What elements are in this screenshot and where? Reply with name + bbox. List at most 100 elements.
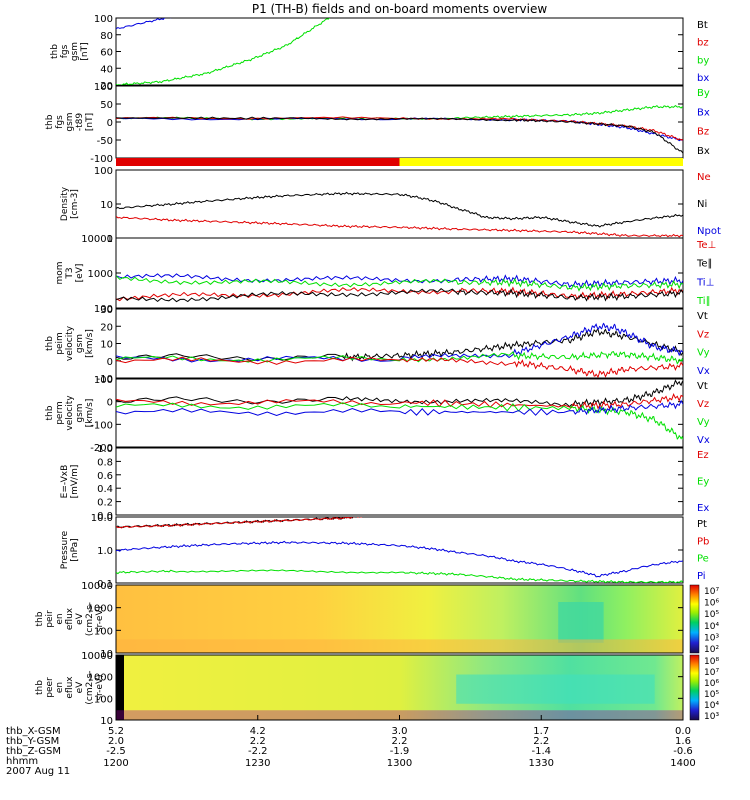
series-line-Ni <box>116 191 683 228</box>
colorbar-tick-label: 10⁶ <box>704 599 719 609</box>
y-axis-label: [km/s] <box>85 399 95 428</box>
y-axis-label: perm <box>55 401 65 425</box>
x-tick-label: 1330 <box>529 758 554 769</box>
panel-fgs-gsm-t89: 100 50 0 -50 -100 thb fgs gsm -t89 [nT] By Bx Bz Bx <box>45 82 710 165</box>
y-axis-label: eflux <box>65 607 75 630</box>
legend-label: Npot <box>697 226 721 237</box>
series-line-Pe <box>116 569 683 583</box>
colorbar-tick-label: 10⁷ <box>704 587 719 597</box>
legend-label: Ti⊥ <box>696 277 714 288</box>
spectrogram-feature <box>558 602 604 643</box>
panel-frame <box>115 378 684 448</box>
y-axis-label: Density <box>60 186 70 221</box>
x-row-value: 1.6 <box>675 736 691 747</box>
y-axis-label: [nT] <box>80 42 90 60</box>
y-tick-label: 20 <box>100 81 113 92</box>
y-axis-label: -t89 <box>75 113 85 132</box>
legend-label: Vx <box>697 435 710 446</box>
x-row-label: thb_Z-GSM <box>6 746 61 757</box>
legend-label: Vx <box>697 366 710 377</box>
series-line-Te∥ <box>116 288 683 303</box>
y-tick-label: 100 <box>94 166 113 177</box>
series-line-Vt <box>116 328 683 362</box>
legend-label: Ex <box>697 503 709 514</box>
series-line-Ti⊥ <box>116 273 683 289</box>
mode-bar-segment <box>116 158 400 166</box>
y-tick-label: 0 <box>107 118 113 129</box>
x-row-value: 2.2 <box>392 736 408 747</box>
legend-label: Te⊥ <box>696 240 716 251</box>
y-tick-label: 1000 <box>88 269 113 280</box>
panel-density: 100 10 1 Density [cm-3] Ne Ni Npot <box>60 166 721 245</box>
panel-mode-bar <box>116 158 683 166</box>
legend-label: Vy <box>697 348 710 359</box>
x-row-value: 4.2 <box>250 726 266 737</box>
y-tick-label: -100 <box>90 154 113 165</box>
x-row-value: 5.2 <box>108 726 124 737</box>
y-axis-label: E=-VxB <box>60 465 70 499</box>
y-axis-label: thb <box>50 44 60 59</box>
spectrogram-feature <box>456 674 655 704</box>
legend-label: Ti∥ <box>696 296 711 307</box>
panel-mom-t3: 10000 1000 100 mom T3 [eV] Te⊥ Te∥ Ti⊥ Ti∥ <box>55 234 716 315</box>
y-axis-label: [mV/m] <box>70 465 80 499</box>
legend-label: Vz <box>697 399 709 410</box>
colorbar-tick-label: 10² <box>704 645 719 655</box>
series-line-Vx <box>116 322 683 363</box>
y-tick-label: 10 <box>100 340 113 351</box>
colorbar-tick-label: 10³ <box>704 712 719 722</box>
y-axis-label: fgs <box>55 115 65 129</box>
y-axis-label: eflux <box>65 676 75 699</box>
legend-label: Vt <box>697 311 708 322</box>
y-tick-label: 0.8 <box>97 457 113 468</box>
y-axis-label: gsm <box>75 334 85 353</box>
x-row-value: 2.0 <box>108 736 124 747</box>
y-axis-label: eV <box>75 612 85 625</box>
y-axis-label: (cm2-s- <box>85 670 95 704</box>
legend-label: Bz <box>697 127 709 138</box>
x-row-value: 1.7 <box>533 726 549 737</box>
series-line-Ne <box>116 215 683 238</box>
y-axis-label: thb <box>45 405 55 420</box>
x-row-label: thb_X-GSM <box>6 726 61 737</box>
legend-label: Ey <box>697 477 709 488</box>
series-line-Vz <box>116 356 683 378</box>
y-tick-label: 80 <box>100 31 113 42</box>
y-tick-label: -50 <box>97 136 113 147</box>
x-tick-label: 1300 <box>387 758 412 769</box>
y-tick-label: 0.6 <box>97 471 113 482</box>
colorbar-tick-label: 10⁶ <box>704 679 719 689</box>
series-line-bx <box>116 18 172 30</box>
y-tick-label: 100 <box>94 14 113 25</box>
y-axis-label: (cm2-s- <box>85 602 95 636</box>
y-axis-label: T3 <box>65 267 75 279</box>
legend-label: Vy <box>697 417 710 428</box>
colorbar-tick-label: 10⁷ <box>704 668 719 678</box>
x-row-value: 3.0 <box>392 726 408 737</box>
y-tick-label: 0.4 <box>97 484 113 495</box>
panel-frame <box>115 584 684 654</box>
series-line-Pb <box>116 517 363 529</box>
x-row-value: -1.9 <box>390 746 410 757</box>
x-row-label: 2007 Aug 11 <box>6 766 70 777</box>
spectrogram-feature <box>116 639 683 653</box>
series-line-Vx <box>116 399 683 417</box>
y-tick-label: 10 <box>100 716 113 727</box>
series-line-Bz <box>116 116 683 141</box>
colorbar-tick-label: 10³ <box>704 633 719 643</box>
y-axis-label: peir <box>45 610 55 628</box>
y-axis-label: [km/s] <box>85 329 95 358</box>
y-axis-label: en <box>55 682 65 693</box>
legend-label: by <box>697 55 709 66</box>
panel-perm-velocity: 100 0 -100 -200 thb perm velocity gsm [km/s] Vt Vz… <box>45 375 710 454</box>
colorbar-tick-label: 10⁸ <box>704 657 719 667</box>
series-line-Vy <box>116 350 683 365</box>
y-tick-label: 1 <box>107 234 113 245</box>
panel-e-vxb: 1.0 0.8 0.6 0.4 0.2 0.0 E=-VxB [mV/m] Ez Ey Ex <box>60 444 709 522</box>
legend-label: Vz <box>697 329 709 340</box>
legend-label: Ez <box>697 450 709 461</box>
y-tick-label: 10 <box>100 649 113 660</box>
